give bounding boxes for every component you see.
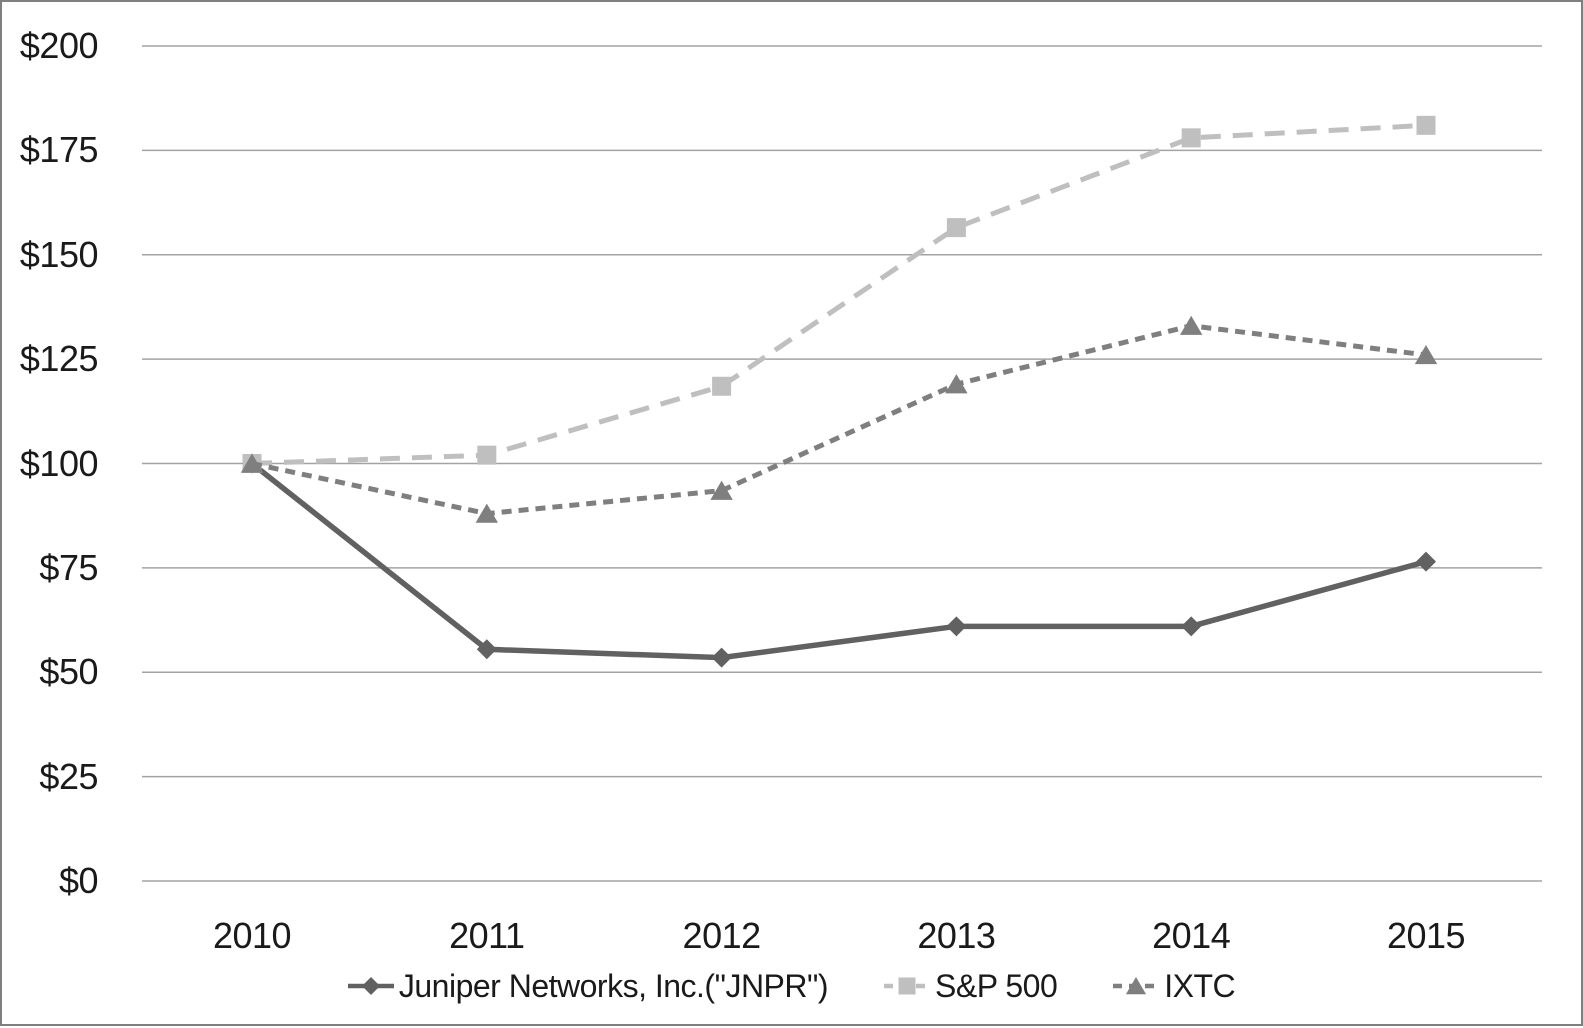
diamond-marker bbox=[946, 616, 967, 637]
legend-label: Juniper Networks, Inc.("JNPR") bbox=[398, 967, 829, 1004]
diamond-marker bbox=[711, 647, 732, 668]
triangle-marker bbox=[1414, 344, 1438, 365]
legend-square-icon bbox=[898, 977, 916, 995]
y-tick-label: $150 bbox=[19, 233, 99, 275]
diamond-marker bbox=[1416, 551, 1436, 572]
legend-triangle-icon bbox=[1126, 977, 1147, 995]
y-tick-label: $200 bbox=[19, 25, 99, 66]
y-tick-label: $0 bbox=[58, 860, 99, 901]
x-tick-label: 2012 bbox=[682, 915, 762, 956]
series-line-jnpr bbox=[250, 461, 1427, 661]
y-tick-label: $125 bbox=[19, 338, 99, 380]
legend-item-ixtc: IXTC bbox=[1113, 967, 1236, 1005]
square-marker bbox=[946, 218, 966, 238]
x-tick-label: 2011 bbox=[449, 915, 525, 956]
legend: Juniper Networks, Inc.("JNPR") S&P 500 IXT… bbox=[2, 963, 1581, 1009]
legend-label: S&P 500 bbox=[935, 967, 1058, 1004]
triangle-marker bbox=[945, 374, 968, 394]
x-tick-label: 2010 bbox=[212, 915, 292, 956]
x-tick-label: 2014 bbox=[1152, 915, 1231, 956]
legend-marker bbox=[347, 977, 394, 995]
triangle-marker bbox=[475, 503, 498, 523]
triangle-marker bbox=[240, 453, 264, 473]
y-tick-label: $100 bbox=[19, 442, 99, 484]
legend-diamond-icon bbox=[361, 977, 380, 995]
x-tick-label: 2015 bbox=[1386, 915, 1466, 956]
square-marker bbox=[1416, 115, 1436, 135]
diamond-marker bbox=[1181, 616, 1202, 637]
legend-item-jnpr: Juniper Networks, Inc.("JNPR") bbox=[347, 967, 829, 1005]
y-tick-label: $175 bbox=[19, 129, 99, 171]
y-tick-label: $75 bbox=[39, 546, 98, 588]
series-line-sp500 bbox=[251, 122, 1427, 466]
square-marker bbox=[1181, 128, 1201, 148]
square-marker bbox=[477, 445, 497, 465]
legend-item-sp500: S&P 500 bbox=[884, 967, 1058, 1005]
x-tick-label: 2013 bbox=[917, 915, 996, 956]
y-tick-label: $50 bbox=[39, 651, 98, 693]
diamond-marker bbox=[476, 639, 497, 660]
triangle-marker bbox=[710, 480, 733, 500]
legend-label: IXTC bbox=[1164, 967, 1236, 1004]
legend-marker bbox=[884, 977, 931, 995]
square-marker bbox=[712, 376, 732, 396]
y-tick-label: $25 bbox=[39, 755, 98, 797]
series-line-ixtc bbox=[251, 323, 1427, 517]
legend-marker bbox=[1113, 977, 1160, 995]
triangle-marker bbox=[1180, 315, 1203, 335]
